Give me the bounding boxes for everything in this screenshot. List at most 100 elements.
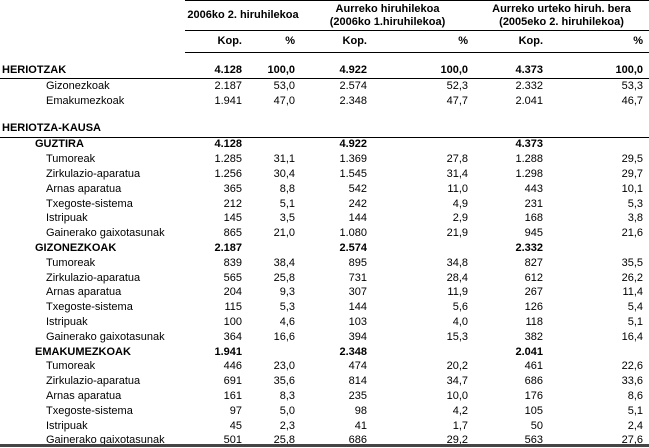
cell-percent: 38,4 bbox=[273, 256, 295, 269]
cell-count: 4.373 bbox=[515, 138, 544, 151]
cell-percent: 47,0 bbox=[273, 94, 295, 107]
cell-count: 4.922 bbox=[339, 138, 367, 151]
column-group-current-quarter: 2006ko 2. hiruhilekoa bbox=[185, 0, 301, 31]
cell-percent: 5,3 bbox=[279, 301, 295, 314]
cell-count: 2.332 bbox=[515, 79, 544, 92]
cell-count: 565 bbox=[223, 271, 242, 284]
cell-percent: 9,3 bbox=[279, 286, 295, 299]
cell-count: 365 bbox=[223, 182, 242, 195]
table-row: HERIOTZAK 4.128 100,0 4.922 100,0 4.373 100,0 bbox=[0, 62, 649, 79]
cell-percent: 4,0 bbox=[452, 316, 469, 329]
spacer-row bbox=[0, 109, 649, 121]
cell-percent: 52,3 bbox=[446, 79, 469, 92]
cell-count: 105 bbox=[524, 404, 544, 417]
cell-count: 1.256 bbox=[214, 168, 242, 181]
column-subheader-pct: % bbox=[549, 30, 649, 53]
cell-count: 144 bbox=[348, 301, 367, 314]
table-row: Txegoste-sistema 97 5,0 98 4,2 105 5,1 bbox=[0, 404, 649, 419]
cell-count: 394 bbox=[348, 330, 367, 343]
cell-count: 144 bbox=[348, 212, 367, 225]
header-corner-blank bbox=[0, 1, 185, 31]
cell-count: 235 bbox=[348, 390, 367, 403]
cell-count: 45 bbox=[229, 419, 242, 432]
table-row: Gizonezkoak 2.187 53,0 2.574 52,3 2.332 53,3 bbox=[0, 79, 649, 94]
row-label: Gainerako gaixotasunak bbox=[46, 330, 165, 343]
cell-percent: 28,4 bbox=[446, 271, 469, 284]
table-row: GUZTIRA 4.128 4.922 4.373 bbox=[0, 137, 649, 152]
cell-count: 145 bbox=[223, 212, 242, 225]
cell-percent: 25,8 bbox=[273, 434, 295, 447]
cell-percent: 16,4 bbox=[621, 330, 644, 343]
cell-percent: 31,4 bbox=[446, 168, 469, 181]
cell-count: 542 bbox=[348, 182, 367, 195]
cell-count: 204 bbox=[223, 286, 242, 299]
cell-count: 1.545 bbox=[339, 168, 367, 181]
table-row: Zirkulazio-aparatua 565 25,8 731 28,4 612 26,2 bbox=[0, 271, 649, 286]
cell-percent: 46,7 bbox=[621, 94, 644, 107]
cell-percent: 2,4 bbox=[627, 419, 644, 432]
row-label: Emakumezkoak bbox=[46, 94, 125, 107]
row-label: Gizonezkoak bbox=[46, 79, 110, 92]
cell-count: 50 bbox=[530, 419, 544, 432]
cell-count: 686 bbox=[524, 375, 544, 388]
cell-count: 461 bbox=[524, 360, 544, 373]
cell-percent: 4,2 bbox=[452, 404, 469, 417]
cell-percent: 3,8 bbox=[627, 212, 644, 225]
cell-percent: 34,7 bbox=[446, 375, 469, 388]
cell-percent: 21,0 bbox=[273, 227, 295, 240]
cell-count: 161 bbox=[223, 390, 242, 403]
cell-count: 686 bbox=[348, 434, 367, 447]
cell-count: 4.128 bbox=[185, 62, 248, 79]
cell-percent: 47,7 bbox=[446, 94, 469, 107]
table-row: Txegoste-sistema 115 5,3 144 5,6 126 5,4 bbox=[0, 300, 649, 315]
cell-count: 2.041 bbox=[515, 345, 544, 358]
table-row: HERIOTZA-KAUSA bbox=[0, 120, 649, 138]
cell-percent: 20,2 bbox=[446, 360, 469, 373]
row-label: Istripuak bbox=[46, 316, 88, 329]
table-row: Txegoste-sistema 212 5,1 242 4,9 231 5,3 bbox=[0, 197, 649, 212]
cell-count: 691 bbox=[223, 375, 242, 388]
cell-percent: 35,6 bbox=[273, 375, 295, 388]
column-subheader-pct: % bbox=[373, 30, 475, 53]
cell-percent: 25,8 bbox=[273, 271, 295, 284]
table-row: Tumoreak 1.285 31,1 1.369 27,8 1.288 29,5 bbox=[0, 152, 649, 167]
table-row: Istripuak 145 3,5 144 2,9 168 3,8 bbox=[0, 212, 649, 227]
cell-percent: 5,3 bbox=[627, 197, 644, 210]
row-label: Arnas aparatua bbox=[46, 286, 122, 299]
cell-count: 501 bbox=[223, 434, 242, 447]
column-group-previous-quarter: Aurreko hiruhilekoa (2006ko 1.hiruhileko… bbox=[301, 0, 475, 31]
table-row: GIZONEZKOAK 2.187 2.574 2.332 bbox=[0, 241, 649, 256]
cell-percent: 31,1 bbox=[273, 153, 295, 166]
cell-count bbox=[474, 120, 550, 138]
table-row: Zirkulazio-aparatua 691 35,6 814 34,7 686 33,6 bbox=[0, 374, 649, 389]
cell-percent: 5,0 bbox=[279, 404, 295, 417]
table-row: Istripuak 100 4,6 103 4,0 118 5,1 bbox=[0, 315, 649, 330]
cell-count: 865 bbox=[223, 227, 242, 240]
cell-count: 474 bbox=[348, 360, 367, 373]
cell-count: 2.187 bbox=[214, 242, 242, 255]
cell-count: 4.922 bbox=[301, 62, 373, 79]
cell-count: 945 bbox=[524, 227, 544, 240]
row-label: Tumoreak bbox=[46, 360, 96, 373]
cell-percent bbox=[549, 120, 649, 138]
column-group-title: 2006ko 2. hiruhilekoa bbox=[187, 9, 299, 21]
cell-percent: 4,6 bbox=[279, 316, 295, 329]
cell-percent bbox=[248, 345, 301, 360]
table-row: Gainerako gaixotasunak 364 16,6 394 15,3 382 1… bbox=[0, 330, 649, 345]
row-label: Zirkulazio-aparatua bbox=[46, 271, 141, 284]
row-label: EMAKUMEZKOAK bbox=[35, 345, 131, 358]
cell-percent: 5,6 bbox=[452, 301, 469, 314]
cell-count: 97 bbox=[229, 404, 242, 417]
cell-count: 612 bbox=[524, 271, 544, 284]
cell-count: 168 bbox=[524, 212, 544, 225]
cell-percent: 34,8 bbox=[446, 256, 469, 269]
cell-percent: 100,0 bbox=[549, 62, 649, 79]
column-group-subtitle: (2006ko 1.hiruhilekoa) bbox=[329, 15, 446, 28]
cell-count: 212 bbox=[223, 197, 242, 210]
cell-count: 563 bbox=[524, 434, 544, 447]
cell-percent: 27,6 bbox=[621, 434, 644, 447]
cell-percent: 2,9 bbox=[452, 212, 469, 225]
cell-count: 382 bbox=[524, 330, 544, 343]
row-label: HERIOTZAK bbox=[0, 62, 185, 79]
cell-percent: 10,0 bbox=[446, 390, 469, 403]
